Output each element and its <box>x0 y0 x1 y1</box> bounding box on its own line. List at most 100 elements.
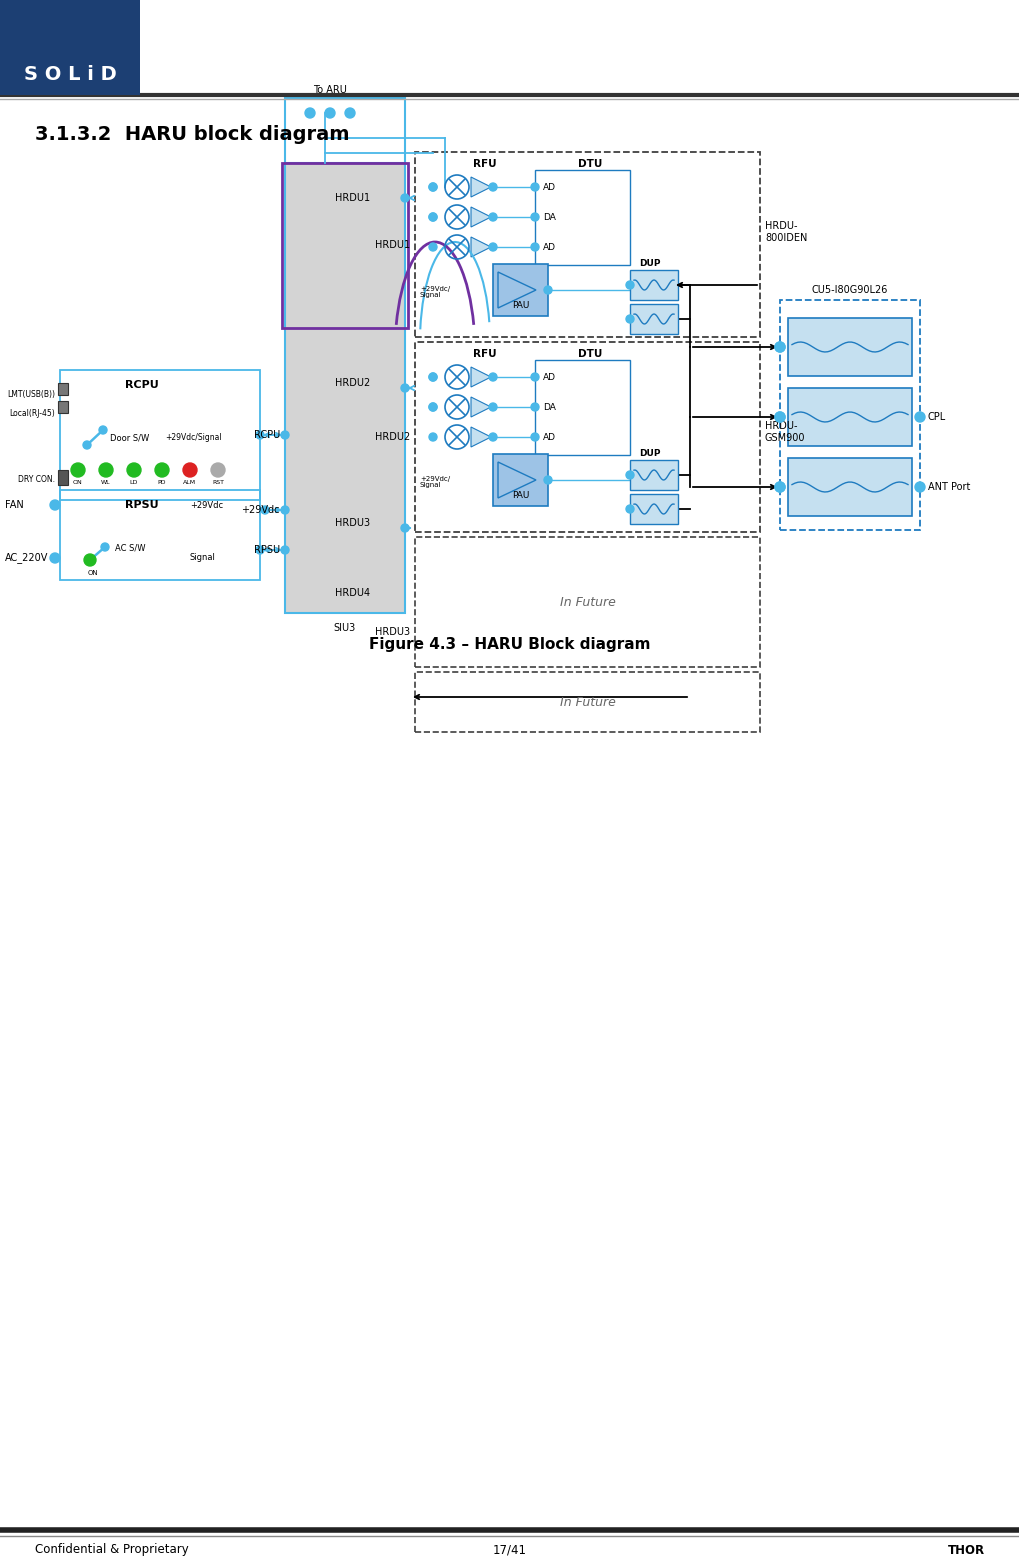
Polygon shape <box>471 177 490 197</box>
Circle shape <box>774 481 785 492</box>
Circle shape <box>531 242 538 252</box>
Bar <box>535 359 630 455</box>
Circle shape <box>84 553 96 566</box>
Text: +29Vdc: +29Vdc <box>242 505 280 514</box>
Text: DUP: DUP <box>639 259 660 269</box>
Circle shape <box>127 463 141 477</box>
Bar <box>284 163 405 613</box>
Text: Door S/W: Door S/W <box>110 433 149 442</box>
Text: DTU: DTU <box>577 349 601 359</box>
Bar <box>630 270 678 300</box>
Circle shape <box>400 524 409 531</box>
Circle shape <box>429 433 436 441</box>
Circle shape <box>488 433 496 441</box>
Text: ON: ON <box>73 480 83 486</box>
Text: +29Vdc/
Signal: +29Vdc/ Signal <box>420 286 449 299</box>
Circle shape <box>429 183 436 191</box>
Circle shape <box>211 463 225 477</box>
Text: HRDU3: HRDU3 <box>335 517 370 528</box>
Text: PAU: PAU <box>512 491 529 500</box>
Circle shape <box>488 183 496 191</box>
Text: +29Vdc/Signal: +29Vdc/Signal <box>165 433 221 442</box>
Circle shape <box>400 194 409 202</box>
Circle shape <box>531 433 538 441</box>
Circle shape <box>280 431 288 439</box>
Text: HRDU-
800IDEN: HRDU- 800IDEN <box>764 222 807 242</box>
Text: 17/41: 17/41 <box>492 1544 527 1557</box>
Text: RPSU: RPSU <box>125 500 159 510</box>
Text: HRDU3: HRDU3 <box>375 627 410 638</box>
Text: HRDU4: HRDU4 <box>335 588 370 599</box>
Circle shape <box>774 481 785 492</box>
Bar <box>788 317 911 377</box>
Text: DUP: DUP <box>639 450 660 458</box>
Polygon shape <box>471 238 490 256</box>
Text: PAU: PAU <box>512 302 529 311</box>
Text: HRDU-
GSM900: HRDU- GSM900 <box>764 420 805 442</box>
Bar <box>58 470 68 485</box>
Bar <box>788 458 911 516</box>
Circle shape <box>488 213 496 220</box>
Polygon shape <box>497 463 535 499</box>
Circle shape <box>774 342 785 352</box>
Bar <box>415 538 759 667</box>
FancyBboxPatch shape <box>0 0 140 95</box>
Circle shape <box>429 183 436 191</box>
Circle shape <box>488 403 496 411</box>
Circle shape <box>531 213 538 220</box>
Circle shape <box>83 441 91 449</box>
Circle shape <box>429 213 436 220</box>
Circle shape <box>71 463 85 477</box>
Circle shape <box>280 545 288 553</box>
Text: WL: WL <box>101 480 111 486</box>
Text: +29Vdc: +29Vdc <box>190 500 223 510</box>
Bar <box>788 388 911 445</box>
Circle shape <box>256 545 264 553</box>
Text: ANT Port: ANT Port <box>927 481 969 492</box>
Text: SIU3: SIU3 <box>333 624 356 633</box>
Text: AD: AD <box>542 433 555 441</box>
Text: AC S/W: AC S/W <box>115 544 146 552</box>
Circle shape <box>305 108 315 117</box>
Circle shape <box>543 477 551 485</box>
Text: AC_220V: AC_220V <box>5 553 48 563</box>
Bar <box>58 383 68 395</box>
Circle shape <box>914 481 924 492</box>
Polygon shape <box>471 206 490 227</box>
Circle shape <box>774 342 785 352</box>
Text: PD: PD <box>158 480 166 486</box>
Text: AD: AD <box>542 183 555 192</box>
Text: ALM: ALM <box>183 480 197 486</box>
Bar <box>415 672 759 731</box>
Text: AD: AD <box>542 372 555 381</box>
Polygon shape <box>471 397 490 417</box>
Text: DA: DA <box>542 403 555 411</box>
Bar <box>415 342 759 531</box>
Text: Figure 4.3 – HARU Block diagram: Figure 4.3 – HARU Block diagram <box>369 638 650 652</box>
Circle shape <box>280 506 288 514</box>
Circle shape <box>325 108 334 117</box>
Circle shape <box>429 403 436 411</box>
Circle shape <box>626 281 634 289</box>
Bar <box>284 98 405 163</box>
Circle shape <box>50 553 60 563</box>
Circle shape <box>488 374 496 381</box>
Text: In Future: In Future <box>559 696 614 708</box>
Text: HRDU1: HRDU1 <box>335 192 370 203</box>
Text: RCPU: RCPU <box>125 380 159 391</box>
Bar <box>630 303 678 334</box>
Circle shape <box>914 413 924 422</box>
Bar <box>492 453 547 506</box>
Bar <box>60 489 260 580</box>
Bar <box>60 370 260 500</box>
Circle shape <box>429 374 436 381</box>
Text: AD: AD <box>542 242 555 252</box>
Text: Confidential & Proprietary: Confidential & Proprietary <box>35 1544 189 1557</box>
Circle shape <box>429 374 436 381</box>
Text: RCPU: RCPU <box>254 430 280 441</box>
Text: LD: LD <box>129 480 138 486</box>
Circle shape <box>626 505 634 513</box>
Text: S O L i D: S O L i D <box>23 66 116 84</box>
Circle shape <box>99 463 113 477</box>
Text: DRY CON.: DRY CON. <box>18 475 55 485</box>
